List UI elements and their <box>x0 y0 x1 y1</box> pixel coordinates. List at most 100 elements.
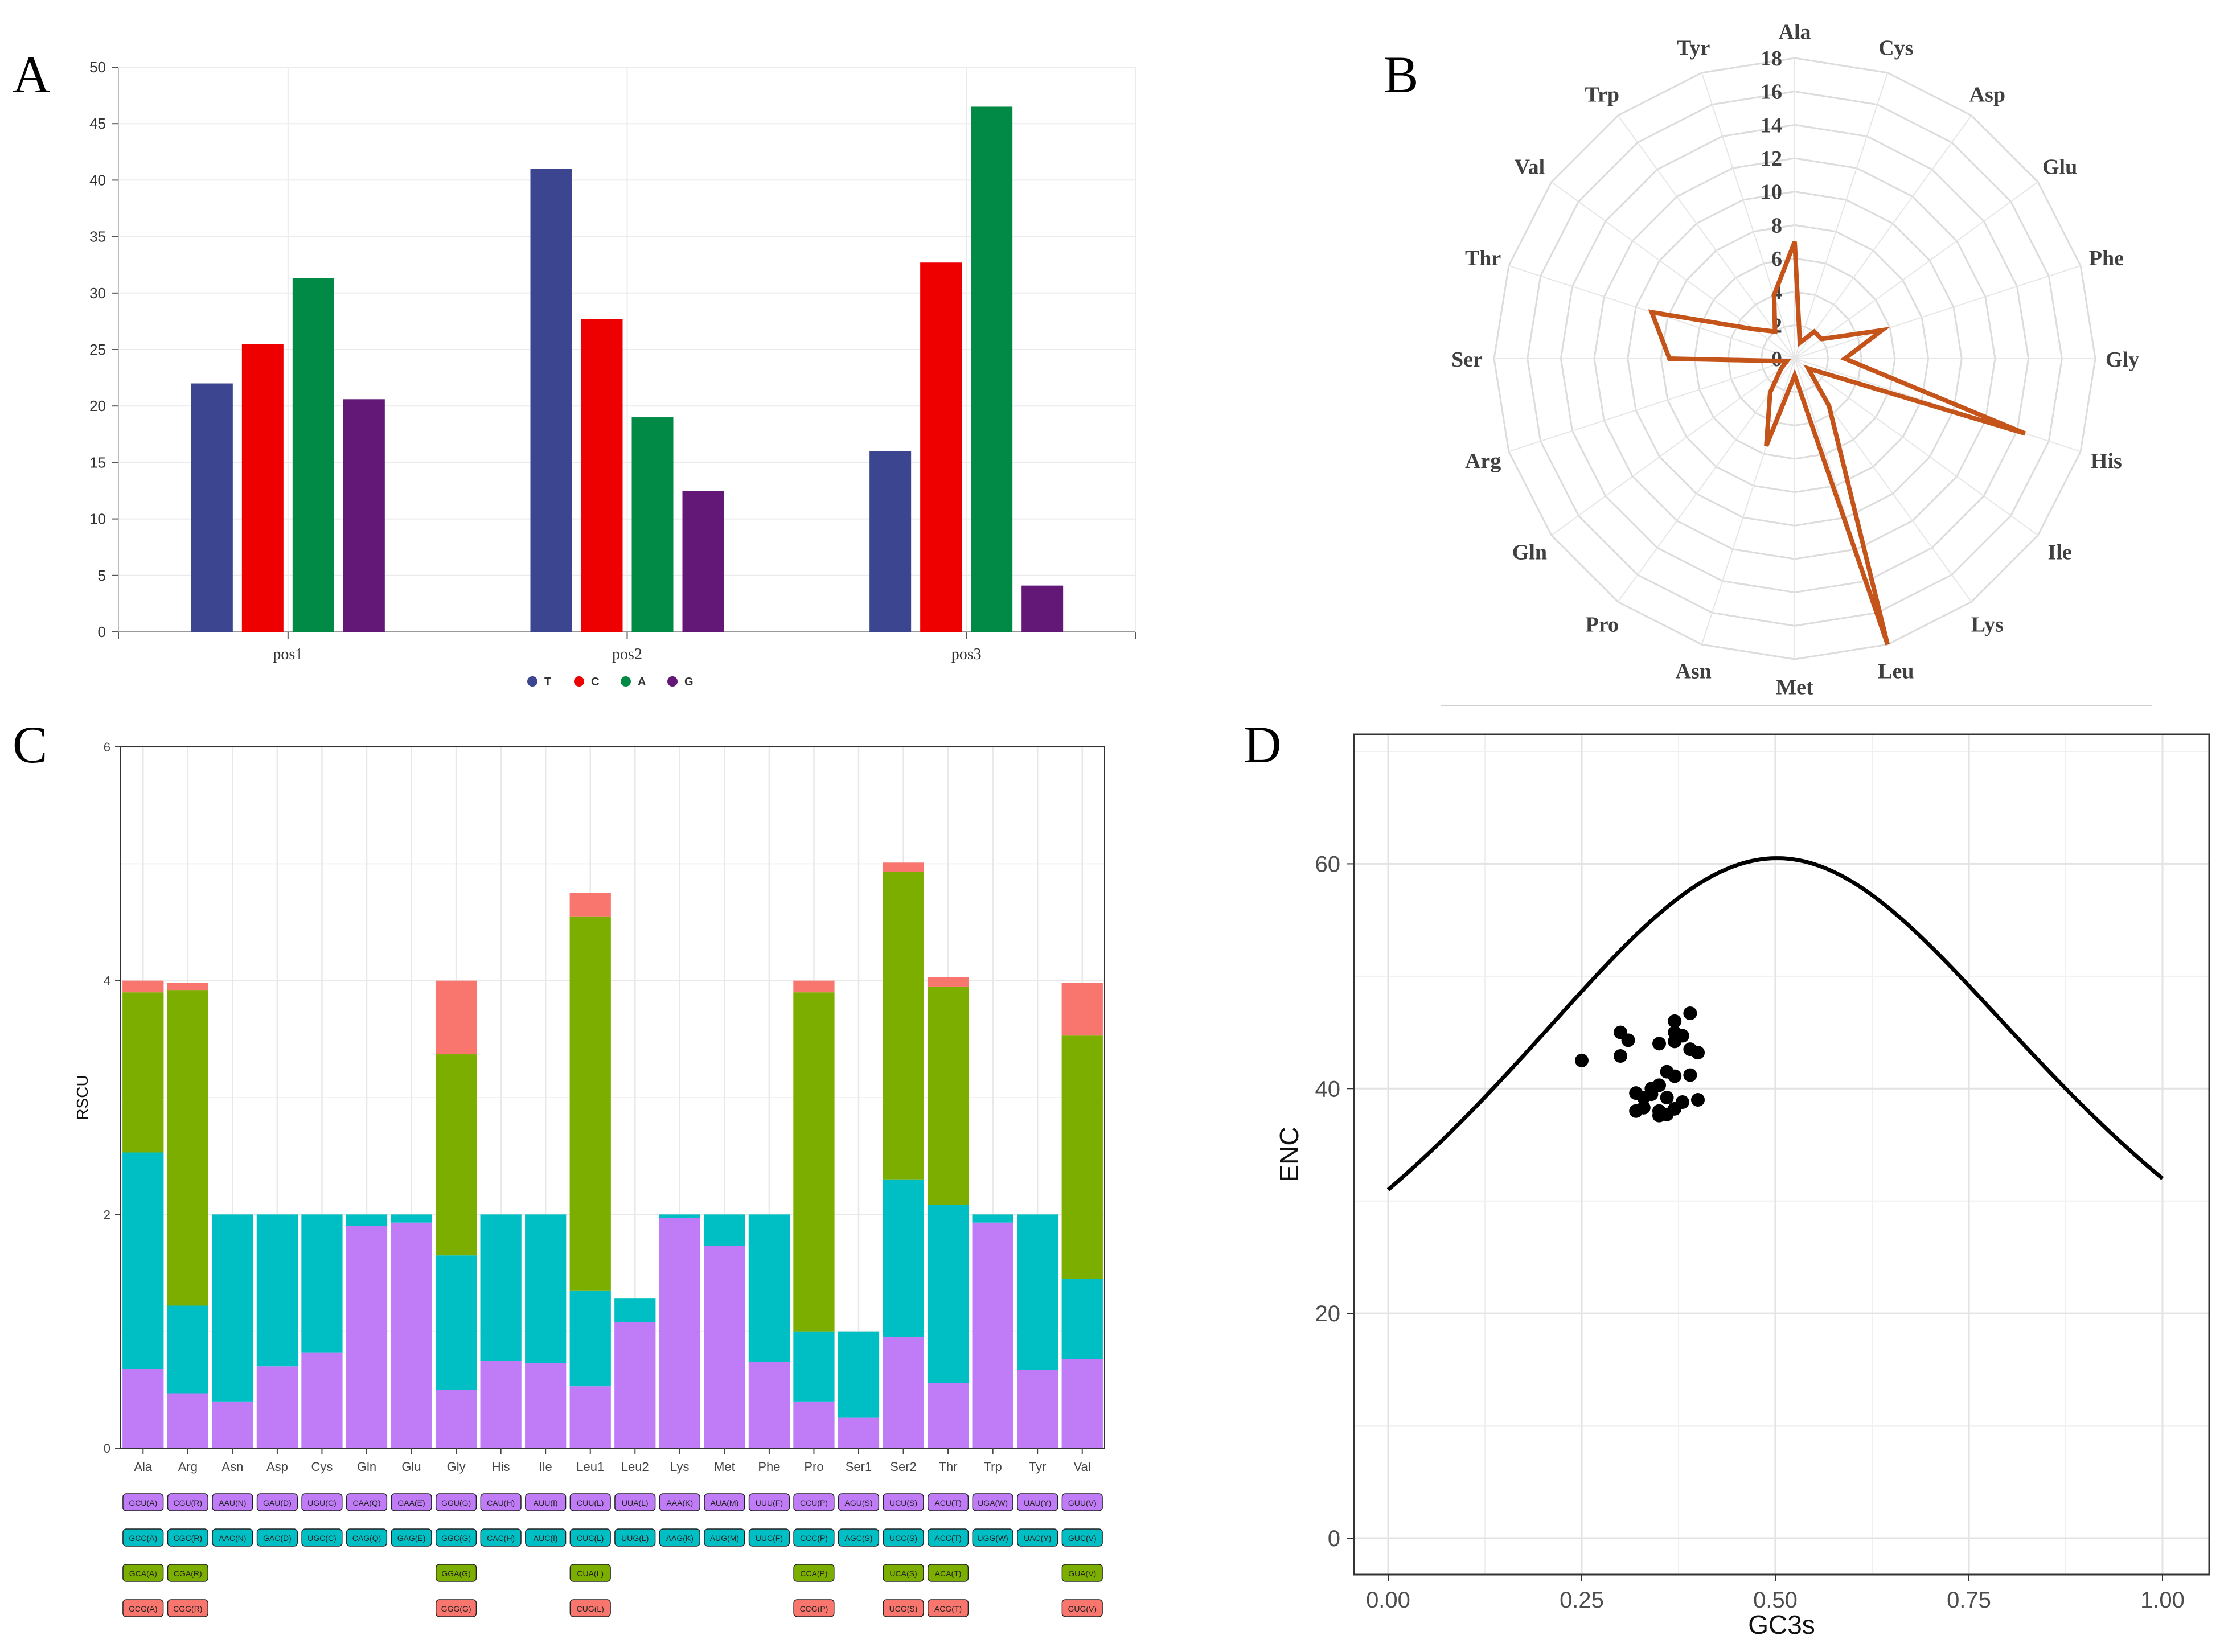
codon-box <box>435 1564 477 1582</box>
rscu-bar-Arg-codon2 <box>167 1305 208 1394</box>
scatter-point <box>1652 1078 1666 1092</box>
y-tick-label: 15 <box>89 454 106 471</box>
codon-label: UUU(F) <box>756 1498 783 1507</box>
y-tick-label: 30 <box>89 285 106 302</box>
codon-label: UCU(S) <box>889 1498 917 1507</box>
codon-box <box>793 1564 835 1582</box>
codon-label: AAA(K) <box>666 1498 693 1507</box>
codon-label: CUG(L) <box>577 1604 604 1613</box>
rscu-bar-Ser1-codon1 <box>838 1417 880 1448</box>
radar-spoke <box>1794 265 2081 359</box>
x-tick-label: Leu2 <box>621 1460 649 1474</box>
codon-box <box>569 1528 611 1547</box>
rscu-bar-Gln-codon2 <box>346 1214 388 1226</box>
radar-spoke <box>1794 358 2038 536</box>
y-tick-label: 10 <box>89 511 106 528</box>
codon-box <box>435 1493 477 1511</box>
x-tick-label: Cys <box>311 1460 333 1474</box>
panel-label-d: D <box>1244 716 1282 774</box>
rscu-bar-His-codon2 <box>480 1214 522 1361</box>
x-tick-label: 1.00 <box>2140 1588 2185 1613</box>
codon-box <box>525 1493 567 1511</box>
scatter-point <box>1691 1046 1705 1060</box>
x-tick-label: Met <box>714 1460 735 1474</box>
x-tick-label: Val <box>1074 1460 1091 1474</box>
codon-box <box>480 1528 522 1547</box>
codon-label: ACU(T) <box>934 1498 961 1507</box>
rscu-bar-Arg-codon1 <box>167 1393 208 1448</box>
scatter-point <box>1575 1053 1589 1067</box>
rscu-bar-Ser2-codon1 <box>883 1337 924 1448</box>
radar-tick-label: 8 <box>1771 213 1782 237</box>
codon-box <box>748 1528 790 1547</box>
codon-label: AUU(I) <box>534 1498 558 1507</box>
y-tick-label: 45 <box>89 115 106 132</box>
rscu-bar-Trp-codon2 <box>972 1214 1013 1223</box>
rscu-bar-Asp-codon2 <box>256 1214 298 1367</box>
codon-box <box>569 1493 611 1511</box>
bar-G-pos1 <box>343 399 385 632</box>
radar-axis-label-Lys: Lys <box>1971 613 2004 637</box>
codon-box <box>212 1528 253 1547</box>
codon-box <box>435 1528 477 1547</box>
codon-box <box>525 1528 567 1547</box>
codon-label: GUA(V) <box>1068 1569 1096 1578</box>
codon-label: AGC(S) <box>845 1534 873 1543</box>
rscu-bar-Leu1-codon3 <box>569 916 611 1291</box>
codon-box <box>704 1493 745 1511</box>
x-tick-label: His <box>492 1460 510 1474</box>
x-tick-label: Gln <box>357 1460 376 1474</box>
radar-axis-label-Glu: Glu <box>2042 155 2077 179</box>
codon-label: AAG(K) <box>666 1534 694 1543</box>
codon-label: GAU(D) <box>263 1498 292 1507</box>
codon-box <box>256 1493 298 1511</box>
rscu-bar-Pro-codon4 <box>793 980 835 993</box>
x-tick-label: Thr <box>939 1460 958 1474</box>
rscu-bar-Glu-codon2 <box>391 1214 432 1223</box>
x-tick-label: Pro <box>804 1460 823 1474</box>
radar-tick-label: 12 <box>1761 147 1782 171</box>
codon-box <box>927 1564 969 1582</box>
x-tick-label: Lys <box>670 1460 689 1474</box>
radar-spoke <box>1551 358 1795 536</box>
codon-label: UGA(W) <box>978 1498 1008 1507</box>
codon-label: GGA(G) <box>441 1569 470 1578</box>
x-tick-label: pos1 <box>273 646 303 663</box>
codon-label: ACG(T) <box>934 1604 962 1613</box>
codon-box <box>256 1528 298 1547</box>
codon-box <box>793 1493 835 1511</box>
codon-label: CAA(Q) <box>353 1498 381 1507</box>
radar-spoke <box>1794 115 1972 359</box>
rscu-bar-Met-codon2 <box>704 1214 745 1246</box>
codon-label: AUG(M) <box>710 1534 739 1543</box>
x-tick-label: 0.75 <box>1947 1588 1991 1613</box>
radar-tick-label: 14 <box>1761 113 1782 137</box>
x-tick-label: Trp <box>984 1460 1002 1474</box>
rscu-bar-Phe-codon1 <box>748 1362 790 1448</box>
codon-box <box>883 1564 924 1582</box>
codon-label: GGU(G) <box>441 1498 471 1507</box>
radar-chart-amino-acid: 024681012141618AlaCysAspGluPheGlyHisIleL… <box>1441 20 2152 706</box>
rscu-bar-Ala-codon3 <box>122 992 164 1153</box>
codon-label: UAU(Y) <box>1024 1498 1051 1507</box>
radar-spoke <box>1617 115 1795 359</box>
radar-axis-label-Asp: Asp <box>1969 83 2005 106</box>
codon-box <box>883 1599 924 1617</box>
rscu-bar-Pro-codon3 <box>793 992 835 1332</box>
x-tick-label: 0.00 <box>1366 1588 1410 1613</box>
codon-box <box>346 1493 388 1511</box>
legend-label-A: A <box>638 676 646 688</box>
rscu-bar-Ile-codon2 <box>525 1214 567 1363</box>
codon-box <box>927 1528 969 1547</box>
bar-G-pos2 <box>682 491 724 632</box>
radar-axis-label-Thr: Thr <box>1465 246 1501 270</box>
bar-G-pos3 <box>1021 585 1064 632</box>
scatter-point <box>1683 1006 1697 1021</box>
radar-spoke <box>1617 358 1795 602</box>
rscu-bar-Thr-codon1 <box>927 1383 969 1448</box>
codon-label: AGU(S) <box>845 1498 873 1507</box>
x-tick-label: Ile <box>539 1460 552 1474</box>
rscu-bar-Cys-codon1 <box>301 1352 343 1448</box>
x-tick-label: Ala <box>134 1460 153 1474</box>
codon-label: CAG(Q) <box>352 1534 381 1543</box>
